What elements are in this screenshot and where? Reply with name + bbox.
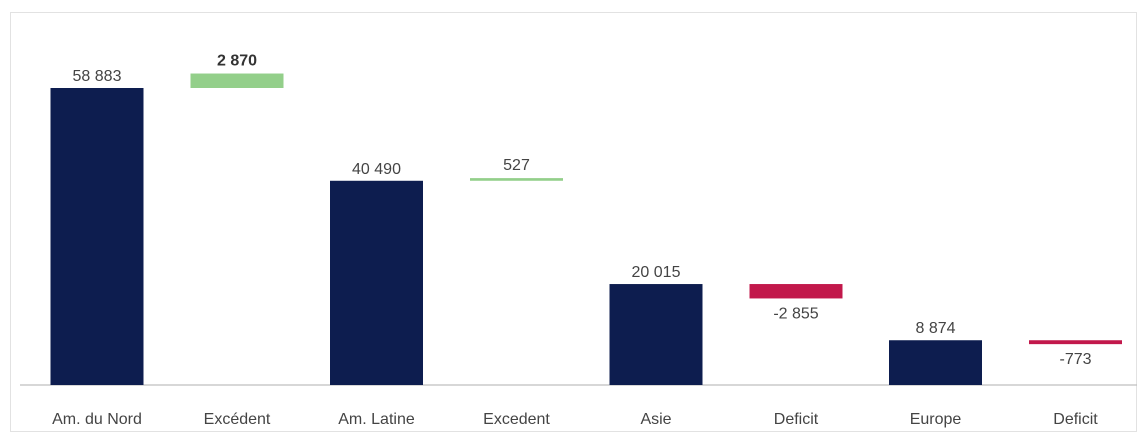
category-label: Deficit (1053, 411, 1098, 428)
bar-base (889, 340, 982, 385)
data-label: 2 870 (217, 53, 257, 70)
data-label: 20 015 (632, 264, 681, 281)
category-label: Asie (640, 411, 671, 428)
data-label: -773 (1059, 351, 1091, 368)
bar-base (330, 180, 423, 385)
data-label: 40 490 (352, 161, 401, 178)
bar-deficit (1029, 340, 1122, 345)
bar-deficit (749, 284, 843, 299)
bar-surplus (470, 178, 563, 181)
bar-surplus (190, 73, 284, 88)
category-label: Excedent (483, 411, 550, 428)
category-label: Am. Latine (338, 411, 415, 428)
data-label: 58 883 (73, 68, 122, 85)
bar-base (50, 88, 144, 385)
category-label: Excédent (204, 411, 271, 428)
data-label: 8 874 (915, 320, 955, 337)
category-label: Deficit (774, 411, 819, 428)
category-label: Europe (910, 411, 962, 428)
data-label: -2 855 (773, 305, 818, 322)
bar-base (609, 284, 703, 385)
category-label: Am. du Nord (52, 411, 142, 428)
data-label: 527 (503, 157, 530, 174)
